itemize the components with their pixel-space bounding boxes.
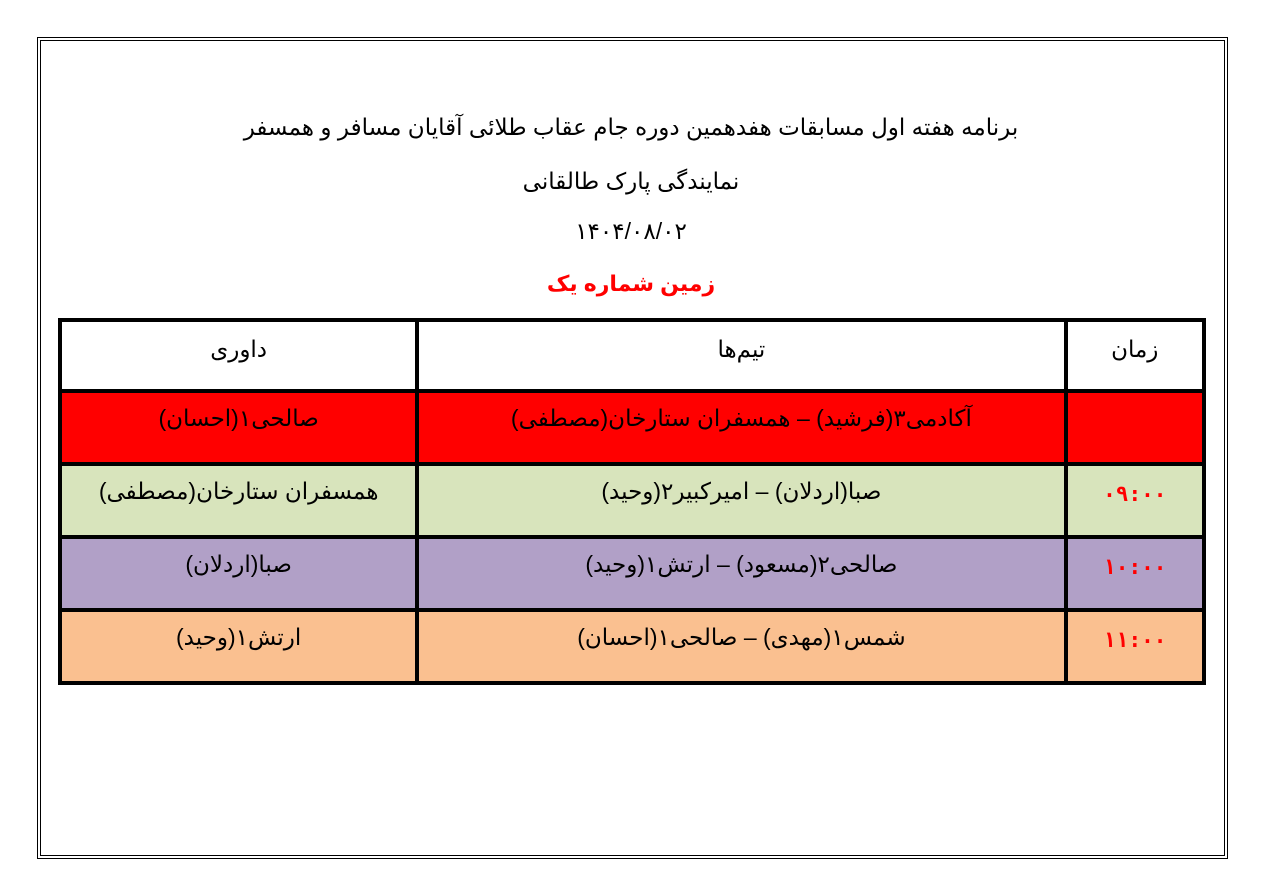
match-teams: صالحی۲(مسعود) – ارتش۱(وحید) <box>415 535 1068 612</box>
table-header: زمان تیم‌ها داوری <box>57 318 1207 393</box>
field-title: زمین شماره یک <box>546 271 716 296</box>
table-row: ۰۹:۰۰ صبا(اردلان) – امیرکبیر۲(وحید) همسف… <box>57 462 1207 539</box>
branch-name: نمایندگی پارک طالقانی <box>522 168 740 194</box>
schedule-table: زمان تیم‌ها داوری آکادمی۳(فرشید) – همسفر… <box>57 318 1207 685</box>
match-referee: صبا(اردلان) <box>57 535 420 612</box>
match-referee: همسفران ستارخان(مصطفی) <box>57 462 420 539</box>
match-time <box>1063 389 1207 466</box>
match-teams: شمس۱(مهدی) – صالحی۱(احسان) <box>415 608 1068 685</box>
table-row: ۱۰:۰۰ صالحی۲(مسعود) – ارتش۱(وحید) صبا(ار… <box>57 535 1207 612</box>
match-time: ۰۹:۰۰ <box>1063 462 1207 539</box>
match-time: ۱۱:۰۰ <box>1063 608 1207 685</box>
schedule-title: برنامه هفته اول مسابقات هفدهمین دوره جام… <box>243 114 1019 140</box>
match-referee: ارتش۱(وحید) <box>57 608 420 685</box>
table-row: آکادمی۳(فرشید) – همسفران ستارخان(مصطفی) … <box>57 389 1207 466</box>
match-teams: صبا(اردلان) – امیرکبیر۲(وحید) <box>415 462 1068 539</box>
table-row: ۱۱:۰۰ شمس۱(مهدی) – صالحی۱(احسان) ارتش۱(و… <box>57 608 1207 685</box>
header-teams: تیم‌ها <box>415 318 1068 393</box>
header-time: زمان <box>1063 318 1207 393</box>
header-referee: داوری <box>57 318 420 393</box>
schedule-date: ۱۴۰۴/۰۸/۰۲ <box>575 218 687 244</box>
match-referee: صالحی۱(احسان) <box>57 389 420 466</box>
match-teams: آکادمی۳(فرشید) – همسفران ستارخان(مصطفی) <box>415 389 1068 466</box>
page-border <box>37 37 1228 859</box>
match-time: ۱۰:۰۰ <box>1063 535 1207 612</box>
